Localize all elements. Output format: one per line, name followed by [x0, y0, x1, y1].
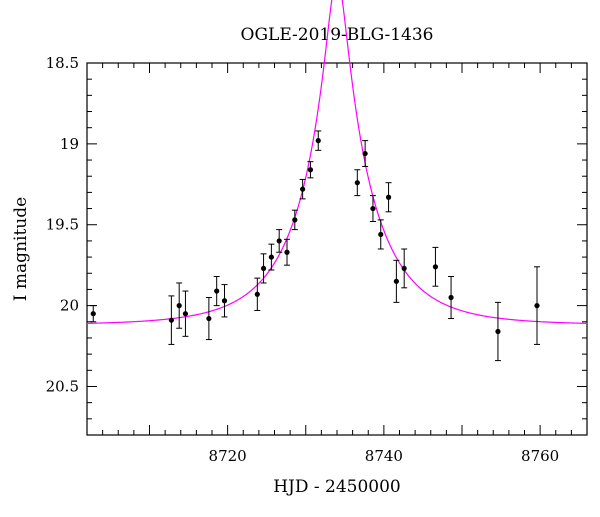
data-point-marker — [385, 194, 392, 200]
y-axis-label: I magnitude — [11, 197, 31, 301]
y-tick-label: 20 — [60, 297, 79, 315]
data-point-marker — [315, 138, 321, 144]
data-point-marker — [260, 265, 267, 272]
data-point-marker — [300, 186, 306, 192]
data-point — [205, 297, 212, 341]
plot-frame — [86, 62, 588, 436]
model-curve — [86, 0, 588, 324]
data-point — [534, 266, 540, 345]
data-point — [221, 284, 228, 318]
data-point-marker — [401, 265, 407, 272]
y-tick-label: 18.5 — [46, 54, 79, 72]
data-point-marker — [534, 303, 540, 309]
data-point — [385, 182, 392, 213]
data-point — [168, 295, 175, 345]
y-tick-label: 19.5 — [46, 216, 79, 234]
x-tick-label: 8760 — [521, 447, 559, 465]
axis-ticks — [86, 62, 588, 436]
data-point — [176, 282, 183, 329]
data-point-marker — [90, 311, 96, 317]
data-point-marker — [176, 303, 182, 309]
data-point-marker — [448, 294, 454, 301]
data-point — [354, 169, 361, 197]
data-point — [369, 195, 376, 223]
data-point — [448, 275, 455, 320]
plot-area — [86, 0, 588, 436]
data-point-marker — [370, 205, 376, 212]
data-point-marker — [284, 249, 290, 255]
data-point-marker — [362, 150, 368, 157]
data-point — [315, 130, 322, 151]
data-point — [182, 290, 189, 337]
model-curve-layer — [86, 0, 588, 324]
data-point — [494, 301, 501, 362]
data-point-marker — [495, 328, 501, 335]
data-point-marker — [378, 231, 384, 238]
data-point-marker — [354, 180, 360, 186]
data-point — [307, 161, 314, 179]
data-point — [284, 238, 290, 266]
data-point — [276, 229, 283, 253]
data-point-marker — [254, 291, 260, 297]
chart-title: OGLE-2019-BLG-1436 — [241, 25, 434, 45]
data-point — [268, 243, 275, 271]
data-point-marker — [221, 298, 228, 304]
data-point — [362, 140, 369, 168]
data-point-marker — [268, 254, 274, 260]
data-point — [401, 248, 408, 289]
data-point-marker — [206, 315, 212, 322]
data-point-marker — [276, 238, 282, 244]
data-point — [213, 275, 220, 307]
data-point — [90, 305, 97, 323]
data-point — [432, 246, 439, 287]
data-point — [377, 219, 384, 250]
data-point-marker — [307, 167, 314, 173]
data-point — [299, 178, 306, 200]
x-tick-label: 8740 — [365, 447, 403, 465]
data-point-marker — [214, 288, 220, 294]
data-point-marker — [393, 278, 399, 284]
data-point-marker — [292, 217, 298, 223]
y-axis-tick-labels: 18.5 19 19.5 20 20.5 — [46, 54, 79, 395]
data-point — [393, 259, 400, 303]
data-point-marker — [432, 264, 439, 270]
x-axis-tick-labels: 8720 8740 8760 — [209, 447, 560, 465]
y-tick-label: 20.5 — [46, 377, 79, 395]
x-tick-label: 8720 — [209, 447, 247, 465]
data-point — [260, 253, 267, 284]
data-points-layer — [90, 130, 540, 362]
data-point-marker — [168, 317, 174, 323]
data-point-marker — [182, 311, 189, 317]
y-tick-label: 19 — [60, 135, 79, 153]
data-point — [254, 277, 261, 311]
x-axis-label: HJD - 2450000 — [273, 477, 401, 497]
data-point — [291, 209, 298, 231]
